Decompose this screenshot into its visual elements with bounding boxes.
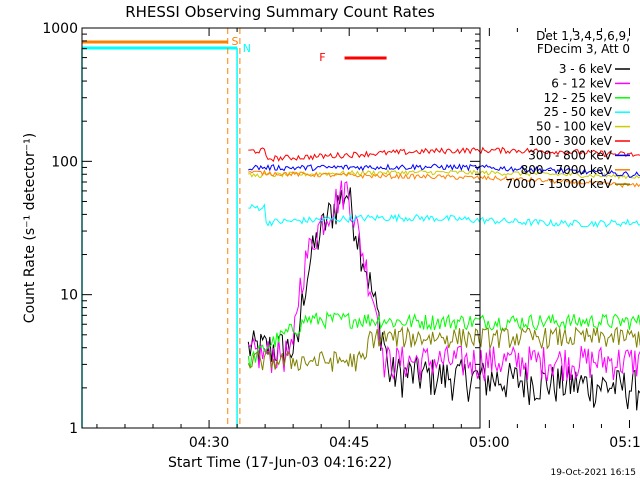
legend-label: 25 - 50 keV (544, 105, 613, 119)
legend-label: 12 - 25 keV (544, 91, 613, 105)
series-line (247, 180, 640, 382)
legend-label: 50 - 100 keV (536, 120, 613, 134)
legend-label: 300 - 800 keV (528, 148, 612, 162)
series-line (247, 187, 640, 411)
x-axis-label: Start Time (17-Jun-03 04:16:22) (168, 455, 392, 471)
x-tick-label: 04:30 (189, 435, 229, 451)
chart-title: RHESSI Observing Summary Count Rates (125, 3, 435, 21)
series-line (248, 203, 640, 229)
flare-flag-label: F (319, 51, 325, 64)
y-tick-label: 1000 (42, 21, 78, 37)
x-tick-label: 05:15 (609, 435, 640, 451)
series-line (248, 146, 640, 163)
legend-label: 6 - 12 keV (551, 76, 613, 90)
y-tick-label: 100 (51, 154, 78, 170)
y-tick-label: 10 (60, 288, 78, 304)
y-axis: 1 10 100 1000 (42, 21, 480, 437)
plot-frame (81, 27, 481, 429)
legend-label: 3 - 6 keV (559, 62, 613, 76)
series-line (247, 325, 640, 372)
legend-header-line-1: Det 1,3,4,5,6,9, (536, 29, 630, 43)
night-flag-label: N (243, 42, 251, 55)
y-tick-label: 1 (69, 421, 78, 437)
legend-label: 100 - 300 keV (528, 134, 612, 148)
x-tick-label: 05:00 (469, 435, 509, 451)
x-tick-label: 04:45 (329, 435, 369, 451)
legend-label: 800 - 7000 keV (521, 163, 613, 177)
series-line (248, 169, 640, 189)
series-line (248, 169, 640, 180)
legend-label: 7000 - 15000 keV (505, 177, 612, 191)
saa-flag-label: S (231, 35, 238, 48)
series-line (247, 310, 640, 369)
series-layer (247, 146, 640, 411)
timestamp: 19-Oct-2021 16:15 (551, 468, 636, 478)
series-line (248, 163, 640, 178)
legend-header-line-2: FDecim 3, Att 0 (537, 42, 630, 56)
y-axis-label: Count Rate (s⁻¹ detector⁻¹) (22, 133, 38, 323)
